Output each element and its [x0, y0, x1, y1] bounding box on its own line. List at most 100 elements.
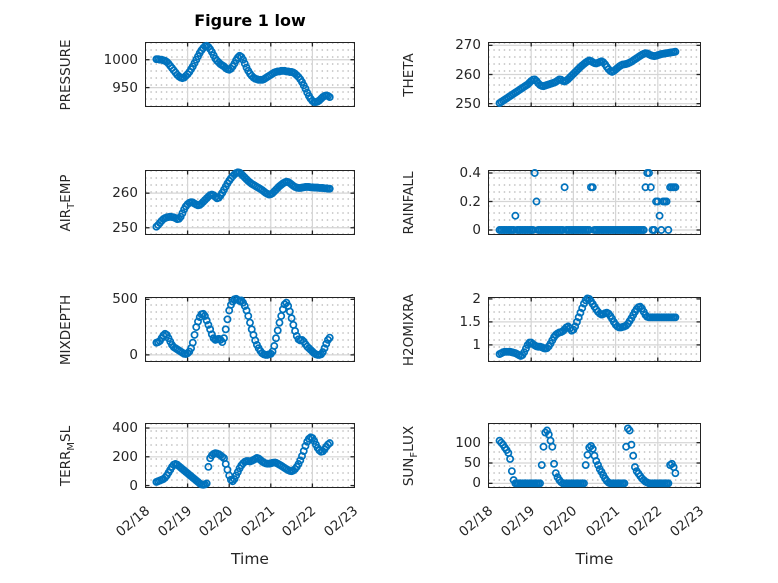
data-point: [200, 312, 209, 320]
data-point: [506, 455, 515, 463]
data-point: [178, 209, 187, 218]
data-point: [287, 314, 296, 323]
data-point: [325, 184, 334, 193]
subplot-h2omixra-chart: [489, 294, 700, 361]
data-point: [537, 461, 546, 470]
data-point: [543, 426, 551, 435]
ylabel-text-part: H2OMIXRA: [401, 293, 417, 366]
data-point: [532, 197, 541, 206]
data-point: [662, 197, 671, 206]
data-point: [627, 440, 636, 449]
subplot-mixdepth-ytick-label: 500: [112, 291, 138, 308]
figure-title: Figure 1 low: [194, 11, 306, 30]
data-point: [325, 333, 334, 342]
data-point: [641, 183, 650, 192]
ylabel-text-part: SL: [58, 425, 74, 442]
ylabel-text-part: THETA: [401, 52, 417, 97]
subplot-sun_flux-ytick-label: 50: [463, 455, 481, 472]
data-point: [223, 315, 232, 324]
subplot-pressure-markers: [152, 41, 334, 107]
subplot-rainfall-markers: [495, 169, 680, 234]
data-point: [277, 312, 286, 320]
data-point: [240, 302, 249, 310]
subplot-rainfall-ytick-label: 0.2: [459, 193, 481, 210]
data-point: [639, 226, 648, 234]
x-tick-label: 02/22: [279, 502, 320, 541]
subplot-theta-ytick-label: 250: [455, 95, 481, 112]
data-point: [273, 326, 282, 335]
data-point: [530, 169, 539, 177]
data-point: [322, 339, 331, 348]
subplot-air_temp-ytick-label: 260: [112, 185, 138, 202]
data-point: [630, 463, 639, 472]
data-point: [574, 313, 583, 322]
subplot-sun_flux-chart: [489, 424, 700, 488]
x-tick-label: 02/22: [624, 502, 665, 541]
subplot-terr_msl-plot-area: [145, 423, 355, 488]
data-point: [272, 334, 280, 343]
data-point: [581, 461, 590, 470]
ylabel-text-part: MIXDEPTH: [58, 294, 74, 365]
data-point: [620, 479, 629, 488]
ylabel-text-part: M: [66, 441, 77, 451]
data-point: [671, 47, 680, 56]
subplot-air_temp-chart: [146, 168, 354, 234]
ylabel-text-part: PRESSURE: [58, 39, 74, 110]
subplot-terr_msl-ylabel: TERRMSL: [57, 376, 77, 536]
ylabel-text-part: LUX: [401, 425, 417, 452]
x-tick-label: 02/21: [582, 502, 623, 541]
data-point: [240, 59, 249, 68]
data-point: [301, 84, 310, 93]
data-point: [325, 93, 334, 102]
x-tick-label: 02/23: [667, 502, 708, 541]
subplot-air_temp-markers: [152, 168, 334, 231]
data-point: [183, 349, 192, 358]
subplot-rainfall-ytick-label: 0.4: [459, 164, 481, 181]
data-point: [246, 318, 254, 327]
data-point: [629, 451, 638, 460]
data-point: [209, 334, 218, 343]
ylabel-text-part: SUN: [401, 457, 417, 486]
subplot-sun_flux-markers: [495, 424, 680, 488]
subplot-rainfall-chart: [489, 169, 700, 234]
data-point: [221, 325, 230, 334]
ylabel-text-part: F: [409, 451, 420, 458]
data-point: [664, 226, 673, 234]
subplot-theta-ytick-label: 260: [455, 66, 481, 83]
data-point: [188, 338, 197, 347]
data-point: [588, 183, 597, 192]
subplot-sun_flux-plot-area: [488, 423, 701, 488]
subplot-pressure-ytick-label: 1000: [103, 51, 138, 68]
data-point: [275, 318, 284, 327]
subplot-h2omixra-ytick-label: 2: [472, 290, 481, 307]
data-point: [511, 211, 520, 220]
subplot-h2omixra-markers: [495, 294, 680, 360]
subplot-rainfall-ytick-label: 0: [472, 222, 481, 238]
data-point: [625, 426, 634, 435]
x-tick-label: 02/20: [540, 502, 581, 541]
ylabel-text-part: TERR: [58, 450, 74, 486]
x-tick-label: 02/20: [196, 502, 237, 541]
data-point: [583, 450, 592, 459]
data-point: [664, 479, 673, 488]
data-point: [296, 456, 305, 465]
subplot-air_temp-ytick-label: 250: [112, 219, 138, 236]
subplot-terr_msl-ytick-label: 0: [129, 477, 138, 494]
subplot-terr_msl-ytick-label: 200: [112, 448, 138, 465]
x-axis-title: Time: [575, 550, 614, 568]
subplot-sun_flux-ylabel: SUNFLUX: [400, 376, 420, 536]
data-point: [507, 467, 516, 476]
data-point: [325, 439, 334, 448]
data-point: [576, 308, 585, 317]
subplot-theta-ytick-label: 270: [455, 37, 481, 54]
data-point: [536, 479, 544, 488]
x-tick-label: 02/18: [113, 502, 154, 541]
data-point: [548, 442, 557, 451]
data-point: [671, 313, 680, 322]
data-point: [539, 442, 548, 451]
subplot-mixdepth-chart: [146, 294, 354, 361]
data-point: [572, 317, 581, 326]
data-point: [204, 320, 213, 329]
subplot-h2omixra-ytick-label: 1.5: [459, 313, 481, 330]
